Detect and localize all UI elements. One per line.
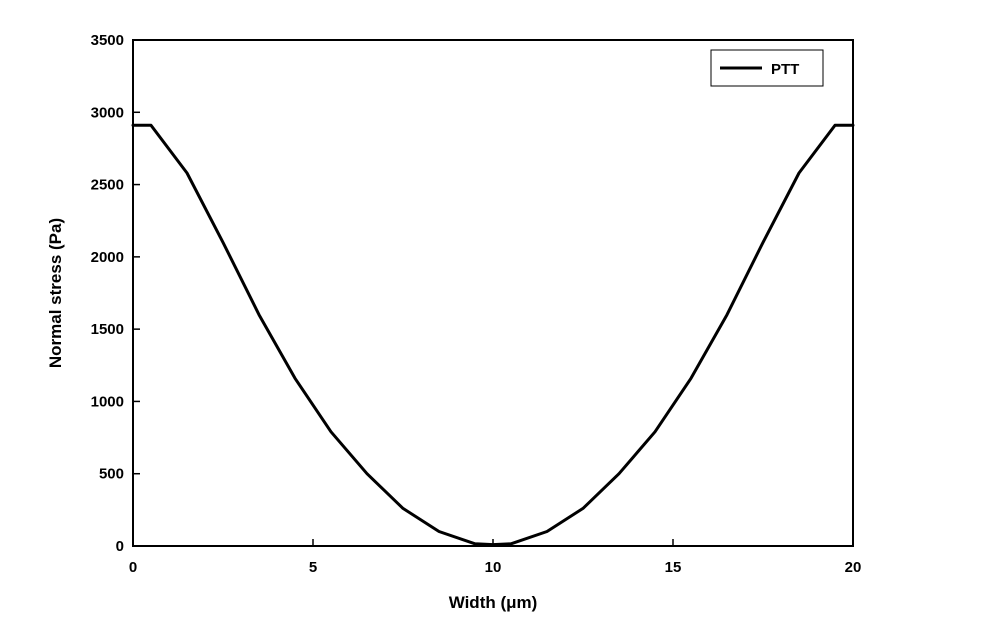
y-tick-label: 3500: [91, 32, 124, 49]
y-tick-label: 2000: [91, 249, 124, 266]
series-layer: [131, 123, 855, 547]
plot-area: [132, 39, 854, 547]
x-axis-title: Width (μm): [449, 593, 538, 612]
x-axis: 0 5 10 15 20: [129, 539, 862, 576]
y-tick-label: 1500: [91, 321, 124, 338]
y-axis-title: Normal stress (Pa): [46, 218, 65, 368]
y-tick-label: 0: [116, 538, 124, 555]
x-tick-label: 20: [845, 559, 862, 576]
y-tick-label: 500: [99, 466, 124, 483]
x-tick-label: 15: [665, 559, 682, 576]
x-tick-label: 0: [129, 559, 137, 576]
legend: PTT: [710, 49, 824, 87]
y-axis: 0 500 1000 1500 2000 2500 3000 3500: [91, 32, 140, 555]
series-line-ptt: [131, 123, 855, 547]
x-tick-label: 10: [485, 559, 502, 576]
y-tick-label: 2500: [91, 177, 124, 194]
x-tick-label: 5: [309, 559, 317, 576]
y-tick-label: 1000: [91, 393, 124, 410]
legend-label-ptt: PTT: [771, 61, 799, 78]
y-tick-label: 3000: [91, 104, 124, 121]
